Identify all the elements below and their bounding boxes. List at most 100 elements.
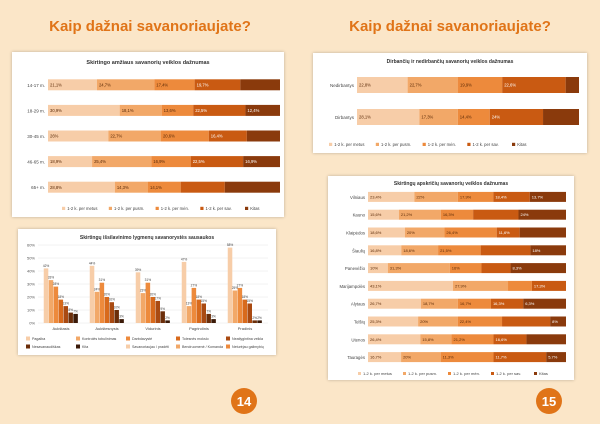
bar [181,261,187,323]
bar [252,320,257,323]
data-label: 23,4% [370,194,382,199]
bar-segment [160,130,209,142]
y-tick-label: 30% [27,282,35,287]
bar-segment [526,334,566,345]
category-label: Klaipėdos [346,231,365,236]
y-tick-label: 50% [27,256,35,261]
bar-segment [531,280,566,291]
bar-segment [565,77,579,93]
data-label: 24% [492,115,501,120]
data-label: 22,7% [110,134,122,139]
category-label: Pradinis [238,326,252,331]
legend-entry: 1-2 k. per metus [334,142,364,147]
bar-segment [407,77,459,93]
bar-segment [368,280,453,291]
data-label: 16,4% [211,134,223,139]
education-chart-card: Skirtingų išsilavinimo lygmenų savanorys… [18,229,276,355]
bar-segment [508,280,532,291]
chart-title: Skirtingo amžiaus savanorių veiklos dažn… [86,60,209,66]
legend-entry: 1-2 k. per pusm. [381,142,411,147]
data-label: 18% [532,248,540,253]
data-label: 27% [237,283,244,287]
bar-segment [368,191,415,202]
data-label: 2% [257,316,262,320]
legend-entry: 1-2 k. per sav. [473,142,499,147]
bar-segment [401,352,441,363]
bar-segment [368,263,388,274]
data-label: 18% [242,295,249,299]
bar-segment [496,227,520,238]
data-label: 16,7% [460,301,472,306]
data-label: 11,7% [496,355,507,360]
legend-swatch [76,336,80,341]
left-page: Kaip dažnai savanoriaujate? Skirtingo am… [0,0,300,424]
page-heading: Kaip dažnai savanoriaujate? [49,18,251,35]
y-tick-label: 0% [29,321,35,326]
bar [58,299,64,323]
legend-entry: 1-2 k. per mėn. [161,206,189,211]
legend-swatch [512,142,516,146]
y-tick-label: 10% [27,308,35,313]
category-label: Vilniaus [350,195,365,200]
bar-segment [368,245,402,256]
bar-segment [368,209,399,220]
page-heading: Kaip dažnai savanoriaujate? [349,18,551,35]
age-frequency-chart: Skirtingo amžiaus savanorių veiklos dažn… [27,60,280,211]
bar-segment [387,263,450,274]
bar-segment [458,77,503,93]
chart-title: Skirtingų apskričių savanorių veiklos da… [394,181,508,187]
data-label: 3% [211,315,216,319]
data-label: 7% [73,309,78,313]
data-label: 18% [196,295,203,299]
bar [94,291,100,323]
legend-entry: Nesavanaudiškas [32,345,61,349]
bar-segment [147,181,181,193]
bar-segment [543,109,579,125]
legend-swatch [226,336,230,341]
data-label: 19,7% [197,82,209,87]
legend-swatch [245,206,249,210]
data-label: 22,6% [504,83,516,88]
bar-segment [108,130,161,142]
data-label: 7% [206,309,211,313]
legend-swatch [62,206,66,210]
data-label: 15,6% [370,212,382,217]
data-label: 5,7% [548,355,558,360]
category-label: Alytaus [351,302,365,307]
bar-segment [489,109,544,125]
bar-segment [457,109,490,125]
y-tick-label: 60% [27,243,35,248]
data-label: 15% [201,299,208,303]
bar-segment [114,181,148,193]
bar-segment [502,77,566,93]
county-frequency-chart: Skirtingų apskričių savanorių veiklos da… [339,181,566,376]
data-label: 22,5% [195,108,207,113]
data-label: 16,6% [496,337,508,342]
legend-swatch [26,336,30,341]
data-label: 16,9% [245,159,257,164]
bar-segment [457,316,503,327]
data-label: 18,6% [370,230,382,235]
legend-entry: 1-2 k. per sav. [496,371,521,376]
bar [53,286,59,323]
data-label: 22,8% [359,83,371,88]
legend-swatch [200,206,204,210]
bar [48,280,54,323]
bar-segment [245,104,280,116]
bar [145,282,151,323]
data-label: 8% [552,319,558,324]
bar [186,306,192,323]
data-label: 10% [370,266,378,271]
bar-segment [368,227,405,238]
data-label: 2% [252,316,257,320]
legend-swatch [176,336,180,341]
legend-swatch [176,344,180,349]
legend-swatch [226,344,230,349]
page-number-badge: 15 [536,388,562,414]
bar-segment [96,79,155,91]
bar-segment [493,352,547,363]
category-label: 14-17 m. [27,83,45,88]
legend-entry: 1-2 k. per mėn. [453,371,480,376]
data-label: 17% [155,296,162,300]
data-label: 39% [135,268,142,272]
